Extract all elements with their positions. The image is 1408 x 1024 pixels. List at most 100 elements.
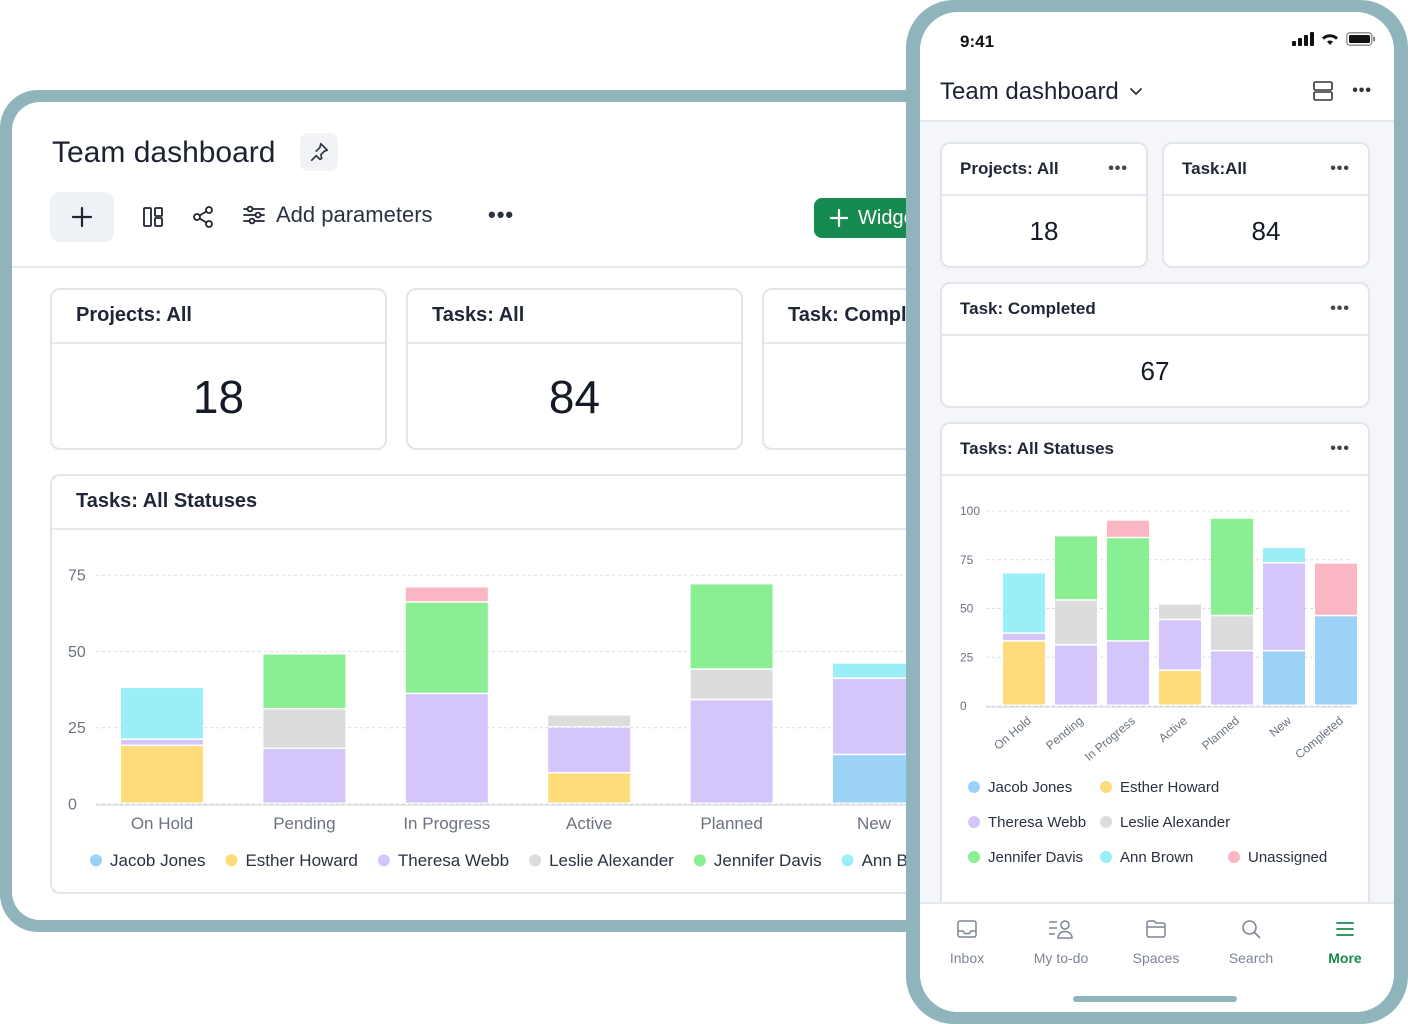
kpi-label: Task: Completed bbox=[960, 299, 1096, 318]
bar-segment[interactable] bbox=[1263, 548, 1305, 563]
tab-label: Inbox bbox=[949, 950, 985, 966]
bar-segment[interactable] bbox=[1211, 616, 1253, 650]
bar-segment[interactable] bbox=[405, 587, 488, 602]
bar-segment[interactable] bbox=[833, 663, 915, 678]
bar-segment[interactable] bbox=[1003, 633, 1045, 641]
kpi-card-completed[interactable]: Task: Completed ••• 67 bbox=[940, 282, 1370, 408]
bar-segment[interactable] bbox=[263, 654, 346, 708]
bar-segment[interactable] bbox=[1055, 600, 1097, 645]
layout-icon[interactable] bbox=[1312, 80, 1334, 102]
legend-item[interactable]: Ann Brown bbox=[1100, 849, 1193, 866]
bar-segment[interactable] bbox=[690, 584, 773, 669]
legend-swatch bbox=[1100, 781, 1112, 793]
bar-segment[interactable] bbox=[833, 678, 915, 754]
bar-segment[interactable] bbox=[1211, 651, 1253, 705]
legend-item[interactable]: Jennifer Davis bbox=[968, 849, 1083, 866]
bar-segment[interactable] bbox=[1003, 573, 1045, 633]
tab-search[interactable]: Search bbox=[1204, 914, 1298, 966]
bar-segment[interactable] bbox=[1315, 616, 1357, 705]
tab-label: Search bbox=[1228, 950, 1274, 966]
bar-segment[interactable] bbox=[690, 669, 773, 699]
bar-segment[interactable] bbox=[1315, 563, 1357, 615]
x-tick-label: Planned bbox=[700, 814, 762, 833]
tab-spaces[interactable]: Spaces bbox=[1109, 914, 1203, 966]
bar-segment[interactable] bbox=[1263, 651, 1305, 705]
legend-item[interactable]: Esther Howard bbox=[1100, 779, 1219, 796]
bar-segment[interactable] bbox=[121, 688, 203, 739]
legend-label: Jennifer Davis bbox=[988, 849, 1083, 866]
tab-inbox[interactable]: Inbox bbox=[920, 914, 1014, 966]
layout-button[interactable] bbox=[140, 204, 166, 230]
legend-item[interactable]: Leslie Alexander bbox=[1100, 814, 1230, 831]
bar-segment[interactable] bbox=[690, 700, 773, 803]
kpi-card-projects[interactable]: Projects: All ••• 18 bbox=[940, 142, 1148, 268]
bar-segment[interactable] bbox=[1055, 536, 1097, 600]
bar-segment[interactable] bbox=[548, 715, 631, 727]
legend-item[interactable]: Theresa Webb bbox=[377, 851, 509, 870]
chart-card[interactable]: Tasks: All Statuses 0 25 50 75 On Hold Pendin… bbox=[50, 474, 942, 894]
legend-item[interactable]: Jennifer Davis bbox=[693, 851, 822, 870]
legend-label: Esther Howard bbox=[245, 851, 357, 870]
status-icons bbox=[1292, 32, 1376, 46]
legend-swatch bbox=[841, 854, 854, 867]
tab-more[interactable]: More bbox=[1298, 914, 1392, 966]
x-tick-label: New bbox=[1267, 713, 1295, 739]
legend-item[interactable]: Jacob Jones bbox=[90, 851, 205, 870]
legend-swatch bbox=[377, 854, 390, 867]
bar-segment[interactable] bbox=[263, 749, 346, 803]
legend-item[interactable]: Esther Howard bbox=[225, 851, 358, 870]
bar-segment[interactable] bbox=[1159, 620, 1201, 670]
layout-icon bbox=[143, 207, 163, 227]
add-button[interactable] bbox=[50, 192, 114, 242]
bar-segment[interactable] bbox=[833, 755, 915, 803]
bar-segment[interactable] bbox=[1159, 670, 1201, 705]
share-icon bbox=[193, 206, 213, 228]
dashboard-switcher[interactable]: Team dashboard bbox=[940, 78, 1143, 106]
legend-item[interactable]: Unassigned bbox=[1228, 849, 1327, 866]
bar-segment[interactable] bbox=[548, 773, 631, 803]
bar-segment[interactable] bbox=[1159, 604, 1201, 619]
bar-segment[interactable] bbox=[1211, 518, 1253, 615]
more-options-button[interactable]: ••• bbox=[1330, 300, 1350, 317]
bar-segment[interactable] bbox=[548, 727, 631, 772]
more-options-button[interactable]: ••• bbox=[1330, 440, 1350, 457]
folder-icon bbox=[1146, 920, 1166, 938]
more-options-button[interactable]: ••• bbox=[1352, 82, 1372, 99]
kpi-card-tasks[interactable]: Task:All ••• 84 bbox=[1162, 142, 1370, 268]
bar-segment[interactable] bbox=[121, 739, 203, 745]
kpi-label: Tasks: All bbox=[408, 290, 741, 344]
legend-swatch bbox=[1100, 816, 1112, 828]
bar-segment[interactable] bbox=[405, 602, 488, 693]
y-tick-label: 50 bbox=[68, 644, 86, 661]
more-options-button[interactable]: ••• bbox=[1330, 160, 1350, 177]
bar-segment[interactable] bbox=[1055, 645, 1097, 705]
add-parameters-button[interactable]: Add parameters bbox=[242, 202, 433, 228]
tab-my-to-do[interactable]: My to-do bbox=[1014, 914, 1108, 966]
kpi-value: 84 bbox=[1251, 216, 1281, 246]
bar-segment[interactable] bbox=[1263, 563, 1305, 650]
header-actions: ••• bbox=[1312, 80, 1372, 102]
more-options-button[interactable]: ••• bbox=[488, 202, 515, 227]
kpi-label: Projects: All bbox=[960, 159, 1059, 178]
share-button[interactable] bbox=[190, 204, 216, 230]
bar-segment[interactable] bbox=[405, 694, 488, 803]
bar-segment[interactable] bbox=[121, 746, 203, 803]
tab-bar: Inbox My to-do Spaces Search More bbox=[920, 902, 1394, 1012]
kpi-label: Projects: All bbox=[52, 290, 385, 344]
menu-icon bbox=[1336, 922, 1354, 936]
bar-segment[interactable] bbox=[1107, 538, 1149, 641]
inbox-icon bbox=[957, 920, 977, 938]
more-options-button[interactable]: ••• bbox=[1108, 160, 1128, 177]
bar-segment[interactable] bbox=[1003, 641, 1045, 705]
kpi-card-tasks[interactable]: Tasks: All 84 bbox=[406, 288, 743, 450]
legend-item[interactable]: Leslie Alexander bbox=[529, 851, 674, 870]
chart-card[interactable]: Tasks: All Statuses ••• 0 25 50 75 100 On Hold… bbox=[940, 422, 1370, 922]
page-title: Team dashboard bbox=[52, 136, 276, 169]
bar-segment[interactable] bbox=[1107, 641, 1149, 705]
pin-button[interactable] bbox=[300, 133, 338, 171]
bar-segment[interactable] bbox=[1107, 520, 1149, 537]
legend-item[interactable]: Theresa Webb bbox=[968, 814, 1086, 831]
legend-item[interactable]: Jacob Jones bbox=[968, 779, 1072, 796]
bar-segment[interactable] bbox=[263, 709, 346, 748]
kpi-card-projects[interactable]: Projects: All 18 bbox=[50, 288, 387, 450]
